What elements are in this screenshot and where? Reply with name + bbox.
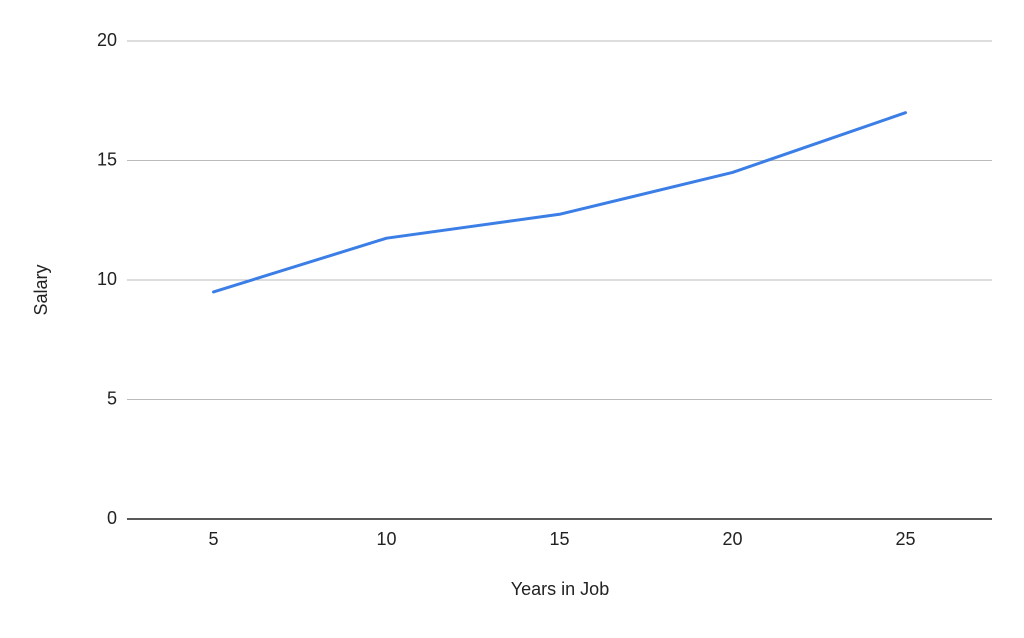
y-tick-label: 15	[97, 149, 117, 169]
y-axis-title: Salary	[31, 264, 51, 315]
y-tick-label: 10	[97, 269, 117, 289]
x-tick-label: 20	[722, 529, 742, 549]
y-tick-label: 0	[107, 508, 117, 528]
line-series	[212, 111, 907, 294]
x-tick-label: 5	[208, 529, 218, 549]
x-tick-label: 25	[895, 529, 915, 549]
y-tick-label: 20	[97, 30, 117, 50]
x-axis-title: Years in Job	[511, 579, 609, 599]
x-tick-label: 10	[376, 529, 396, 549]
y-tick-label: 5	[107, 388, 117, 408]
x-tick-label: 15	[549, 529, 569, 549]
